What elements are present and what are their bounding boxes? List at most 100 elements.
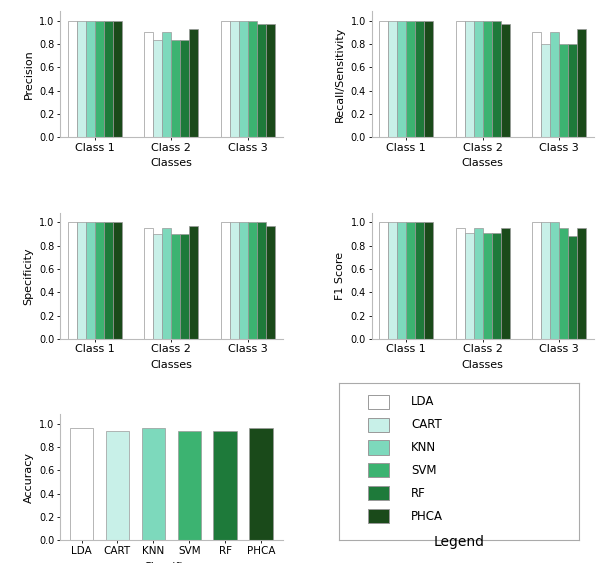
Bar [424, 21, 433, 137]
Text: PHCA: PHCA [411, 510, 443, 522]
Bar [77, 21, 86, 137]
FancyBboxPatch shape [368, 440, 389, 454]
Bar [181, 41, 189, 137]
Bar [172, 41, 180, 137]
Text: SVM: SVM [411, 464, 436, 477]
Bar [104, 21, 113, 137]
Bar [550, 32, 559, 137]
Bar [70, 428, 93, 540]
Bar [154, 41, 162, 137]
Bar [266, 226, 275, 339]
Bar [190, 29, 198, 137]
Bar [113, 21, 122, 137]
FancyBboxPatch shape [368, 486, 389, 501]
Bar [568, 44, 577, 137]
Bar [474, 21, 482, 137]
Bar [257, 222, 266, 339]
Bar [239, 222, 248, 339]
Bar [257, 24, 266, 137]
Bar [559, 228, 568, 339]
Bar [95, 21, 104, 137]
Bar [406, 222, 415, 339]
Bar [190, 226, 198, 339]
Bar [465, 233, 473, 339]
Bar [415, 21, 424, 137]
Bar [266, 24, 275, 137]
Bar [397, 222, 406, 339]
Bar [492, 233, 500, 339]
Bar [248, 21, 257, 137]
Text: RF: RF [411, 486, 426, 500]
Bar [388, 222, 397, 339]
Bar [239, 21, 248, 137]
FancyBboxPatch shape [368, 395, 389, 409]
Text: KNN: KNN [411, 441, 436, 454]
Bar [550, 222, 559, 339]
Bar [406, 21, 415, 137]
Bar [113, 222, 122, 339]
Bar [415, 222, 424, 339]
Y-axis label: Accuracy: Accuracy [23, 452, 34, 503]
Bar [95, 222, 104, 339]
Bar [144, 228, 153, 339]
Text: LDA: LDA [411, 395, 434, 408]
Bar [379, 21, 388, 137]
Text: Legend: Legend [433, 535, 485, 549]
Bar [541, 222, 550, 339]
Bar [456, 228, 464, 339]
Bar [379, 222, 388, 339]
Bar [106, 431, 129, 540]
Bar [532, 222, 541, 339]
Bar [397, 21, 406, 137]
Bar [230, 21, 239, 137]
Bar [181, 234, 189, 339]
Bar [532, 32, 541, 137]
Bar [178, 431, 201, 540]
X-axis label: Classes: Classes [462, 158, 503, 168]
Bar [163, 228, 171, 339]
Bar [492, 21, 500, 137]
Bar [142, 428, 165, 540]
Text: CART: CART [411, 418, 442, 431]
X-axis label: Classifiers: Classifiers [143, 561, 200, 563]
Bar [501, 24, 510, 137]
Bar [474, 228, 482, 339]
Bar [465, 21, 473, 137]
Y-axis label: F1 Score: F1 Score [335, 252, 345, 300]
Bar [501, 228, 510, 339]
X-axis label: Classes: Classes [151, 158, 192, 168]
Bar [456, 21, 464, 137]
Bar [483, 233, 491, 339]
Bar [163, 32, 171, 137]
Bar [86, 222, 95, 339]
Bar [68, 222, 77, 339]
Bar [221, 222, 230, 339]
Bar [577, 228, 586, 339]
Bar [424, 222, 433, 339]
Bar [483, 21, 491, 137]
Bar [568, 236, 577, 339]
Bar [577, 29, 586, 137]
Bar [104, 222, 113, 339]
FancyBboxPatch shape [368, 509, 389, 523]
Bar [541, 44, 550, 137]
X-axis label: Classes: Classes [151, 360, 192, 370]
Bar [86, 21, 95, 137]
Bar [388, 21, 397, 137]
Bar [68, 21, 77, 137]
Bar [172, 234, 180, 339]
FancyBboxPatch shape [368, 418, 389, 432]
FancyBboxPatch shape [368, 463, 389, 477]
Bar [214, 431, 237, 540]
Bar [559, 44, 568, 137]
Bar [144, 32, 153, 137]
Bar [77, 222, 86, 339]
Bar [250, 428, 272, 540]
Y-axis label: Specificity: Specificity [23, 247, 34, 305]
Y-axis label: Recall/Sensitivity: Recall/Sensitivity [335, 26, 345, 122]
Bar [230, 222, 239, 339]
Y-axis label: Precision: Precision [23, 50, 34, 99]
Bar [154, 234, 162, 339]
Bar [221, 21, 230, 137]
Bar [248, 222, 257, 339]
